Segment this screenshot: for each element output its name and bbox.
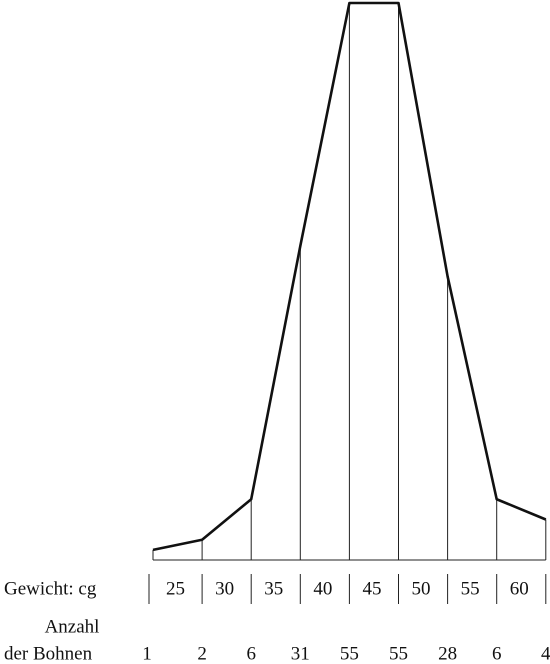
count-value: 55: [389, 643, 408, 664]
count-value: 55: [340, 643, 359, 664]
count-value: 1: [142, 643, 152, 664]
x-tick-label: 60: [510, 578, 529, 599]
count-value: 6: [246, 643, 256, 664]
count-value: 6: [492, 643, 502, 664]
x-axis-label: Gewicht: cg: [4, 578, 97, 599]
count-label: Anzahl: [45, 616, 100, 637]
x-tick-label: 35: [264, 578, 283, 599]
count-value: 4: [541, 643, 550, 664]
count-label: der Bohnen: [4, 643, 93, 664]
x-tick-label: 45: [362, 578, 381, 599]
x-tick-label: 55: [461, 578, 480, 599]
x-tick-label: 40: [313, 578, 332, 599]
frequency-polygon: [152, 1, 547, 552]
count-value: 28: [438, 643, 457, 664]
x-tick-label: 30: [215, 578, 234, 599]
x-tick-label: 25: [166, 578, 185, 599]
x-tick-label: 50: [412, 578, 431, 599]
count-value: 2: [197, 643, 207, 664]
count-value: 31: [291, 643, 310, 664]
